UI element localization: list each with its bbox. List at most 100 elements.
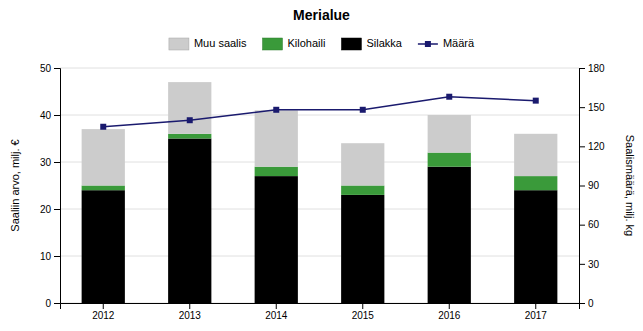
bar — [168, 82, 211, 134]
tick-label: 50 — [40, 63, 52, 74]
tick-mark — [535, 303, 536, 309]
legend-symbol — [341, 38, 361, 50]
legend-label: Muu saalis — [194, 37, 247, 49]
tick-label: 0 — [45, 298, 51, 309]
bar — [255, 167, 298, 176]
tick: 150 — [579, 102, 605, 113]
bar-series — [82, 139, 558, 304]
grid-line — [60, 115, 579, 116]
tick-label: 2015 — [352, 310, 375, 321]
grid-line — [60, 256, 579, 257]
axis-line — [61, 304, 580, 310]
bar — [168, 139, 211, 304]
tick: 120 — [579, 141, 605, 152]
tick-mark — [579, 107, 585, 108]
y2-axis: 0 30 60 90 120 150 180 — [579, 63, 605, 309]
tick: 10 — [40, 251, 60, 262]
bar — [255, 110, 298, 166]
tick: 30 — [40, 157, 60, 168]
tick-label: 30 — [588, 259, 600, 270]
chart: 2012 2013 2014 2015 2016 2017 0 10 20 30 40 50 0 30 60… — [0, 0, 643, 331]
tick: 60 — [579, 219, 600, 230]
tick-mark — [579, 303, 585, 304]
tick-label: 30 — [40, 157, 52, 168]
tick: 2013 — [179, 303, 202, 321]
bar — [428, 153, 471, 167]
legend: Muu saalis Kilohaili Silakka Määrä — [169, 37, 475, 50]
bar — [428, 167, 471, 303]
tick: 0 — [45, 298, 60, 309]
tick: 2016 — [438, 303, 461, 321]
tick: 2017 — [525, 303, 548, 321]
line — [103, 97, 536, 127]
tick-label: 2012 — [92, 310, 115, 321]
line-series — [100, 94, 539, 130]
grid-line — [60, 68, 579, 69]
bar — [341, 186, 384, 195]
tick: 30 — [579, 259, 600, 270]
legend-item: Kilohaili — [263, 37, 326, 50]
tick-mark — [54, 115, 60, 116]
bar-series — [82, 134, 558, 195]
bar — [428, 115, 471, 153]
bar — [82, 186, 125, 191]
bar — [514, 134, 557, 176]
marker — [273, 107, 279, 113]
tick-mark — [579, 264, 585, 265]
tick-label: 2017 — [525, 310, 548, 321]
tick-label: 2014 — [265, 310, 288, 321]
tick-label: 40 — [40, 110, 52, 121]
legend-item: Määrä — [418, 37, 475, 49]
bar — [341, 195, 384, 303]
legend-label: Määrä — [443, 37, 475, 49]
bar — [514, 176, 557, 190]
tick-mark — [54, 68, 60, 69]
legend-symbol — [425, 41, 431, 47]
tick-mark — [579, 146, 585, 147]
tick-label: 0 — [588, 298, 594, 309]
tick-label: 2016 — [438, 310, 461, 321]
bar-series — [82, 82, 558, 185]
y-axis-title: Saaliin arvo, milj. € — [9, 139, 21, 231]
title: Merialue — [293, 7, 350, 23]
marker — [446, 94, 452, 100]
tick: 50 — [40, 63, 60, 74]
grid-line — [60, 209, 579, 210]
legend-symbol — [169, 38, 189, 50]
tick: 20 — [40, 204, 60, 215]
tick-mark — [449, 303, 450, 309]
tick-mark — [362, 303, 363, 309]
legend-symbol — [263, 38, 283, 50]
tick: 0 — [579, 298, 594, 309]
marker — [533, 98, 539, 104]
tick: 40 — [40, 110, 60, 121]
tick-label: 150 — [588, 102, 605, 113]
grid — [60, 68, 579, 303]
bar — [514, 190, 557, 303]
marker — [360, 107, 366, 113]
tick-mark — [54, 162, 60, 163]
tick-mark — [54, 256, 60, 257]
y2-axis-title: Saalismäärä, milj. kg — [624, 135, 636, 236]
legend-item: Silakka — [341, 37, 402, 50]
tick: 2014 — [265, 303, 288, 321]
marker — [187, 117, 193, 123]
tick-mark — [54, 209, 60, 210]
tick-label: 20 — [40, 204, 52, 215]
tick: 2015 — [352, 303, 375, 321]
plot-area: 2012 2013 2014 2015 2016 2017 0 10 20 30 40 50 0 30 60… — [40, 63, 605, 321]
axis-line — [580, 69, 586, 304]
bar — [82, 129, 125, 185]
tick-mark — [579, 225, 585, 226]
tick-mark — [276, 303, 277, 309]
tick-mark — [579, 68, 585, 69]
tick-label: 60 — [588, 219, 600, 230]
tick: 90 — [579, 180, 600, 191]
tick-label: 2013 — [179, 310, 202, 321]
tick-label: 180 — [588, 63, 605, 74]
tick-label: 90 — [588, 180, 600, 191]
tick: 2012 — [92, 303, 115, 321]
tick-mark — [103, 303, 104, 309]
y-axis: 0 10 20 30 40 50 — [40, 63, 61, 309]
tick-mark — [54, 303, 60, 304]
